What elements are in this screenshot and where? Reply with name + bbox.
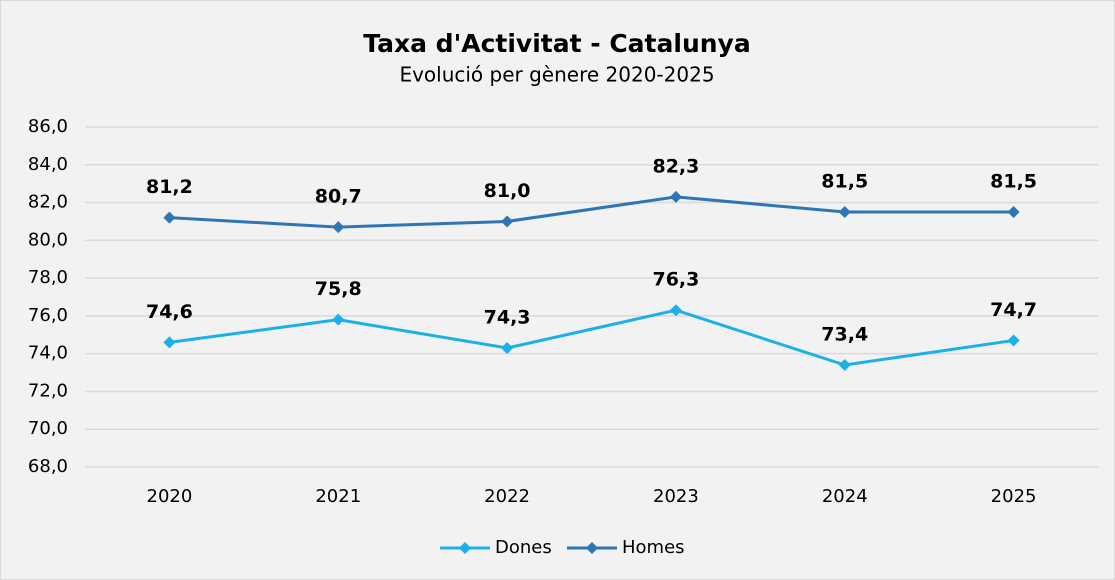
point-marker (1007, 206, 1020, 218)
series-line (169, 195, 1014, 229)
data-label: 81,5 (821, 171, 868, 193)
point-marker (332, 313, 345, 326)
data-label: 81,0 (484, 180, 531, 202)
data-label: 73,4 (821, 324, 868, 346)
y-tick-label: 68,0 (28, 456, 68, 477)
chart-title: Taxa d'Activitat - Catalunya (363, 29, 750, 58)
point-marker (163, 336, 176, 349)
y-tick-label: 84,0 (28, 154, 68, 175)
data-label: 75,8 (315, 278, 362, 300)
x-tick-label: 2022 (484, 486, 530, 507)
y-tick-label: 72,0 (28, 380, 68, 401)
y-tick-label: 78,0 (28, 267, 68, 288)
legend-label: Dones (495, 537, 552, 558)
legend-label: Homes (622, 537, 685, 558)
legend-marker (586, 542, 598, 554)
point-marker (1007, 334, 1020, 347)
data-label: 80,7 (315, 186, 362, 208)
chart-subtitle: Evolució per gènere 2020-2025 (399, 63, 714, 87)
point-marker (669, 190, 682, 203)
point-marker (332, 221, 345, 234)
x-tick-label: 2020 (147, 486, 193, 507)
y-tick-label: 70,0 (28, 418, 68, 439)
y-tick-label: 76,0 (28, 305, 68, 326)
data-label: 76,3 (652, 269, 699, 291)
point-marker (501, 215, 514, 228)
y-tick-label: 82,0 (28, 192, 68, 213)
data-label: 81,5 (990, 171, 1037, 193)
point-marker (163, 211, 176, 224)
y-tick-label: 80,0 (28, 229, 68, 250)
data-label: 74,6 (146, 301, 193, 323)
legend-marker (459, 542, 471, 554)
x-tick-label: 2023 (653, 486, 699, 507)
data-label: 74,7 (990, 299, 1037, 321)
x-tick-label: 2024 (822, 486, 868, 507)
point-marker (669, 304, 682, 317)
point-marker (838, 359, 851, 371)
data-label: 82,3 (652, 155, 699, 177)
data-label: 74,3 (484, 307, 531, 329)
point-marker (501, 342, 514, 354)
point-marker (838, 206, 851, 218)
x-tick-label: 2021 (315, 486, 361, 507)
data-label: 81,2 (146, 176, 193, 198)
y-tick-label: 86,0 (28, 116, 68, 137)
x-tick-label: 2025 (991, 486, 1037, 507)
series-line (169, 308, 1014, 367)
y-tick-label: 74,0 (28, 343, 68, 364)
